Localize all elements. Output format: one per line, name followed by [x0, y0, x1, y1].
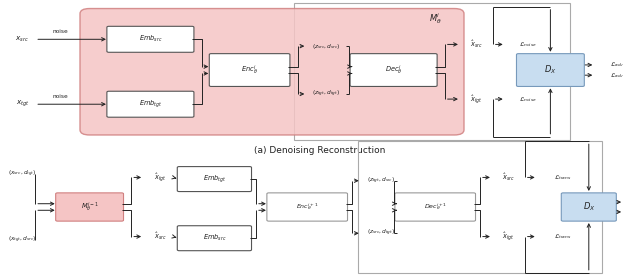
Text: $M_{\theta}^{i-1}$: $M_{\theta}^{i-1}$: [81, 200, 99, 214]
Text: $(x_{tgt}, d_{src})$: $(x_{tgt}, d_{src})$: [8, 235, 36, 245]
Text: $x_{tgt}$: $x_{tgt}$: [15, 99, 29, 110]
Text: $\hat{x}_{tgt}$: $\hat{x}_{tgt}$: [154, 171, 166, 184]
Text: $Dec_{\theta}^{i}$: $Dec_{\theta}^{i}$: [385, 63, 403, 77]
Text: $Enc_{\theta}^{i+1}$: $Enc_{\theta}^{i+1}$: [296, 201, 319, 213]
FancyBboxPatch shape: [395, 193, 476, 221]
Text: $D_X$: $D_X$: [582, 201, 595, 213]
Text: noise: noise: [53, 29, 68, 34]
FancyBboxPatch shape: [209, 54, 290, 86]
Text: $\hat{x}_{src}$: $\hat{x}_{src}$: [502, 172, 515, 183]
Text: $\mathcal{L}_{adv}$: $\mathcal{L}_{adv}$: [611, 60, 625, 69]
Text: $Emb_{tgt}$: $Emb_{tgt}$: [203, 173, 226, 185]
FancyBboxPatch shape: [350, 54, 437, 86]
FancyBboxPatch shape: [267, 193, 348, 221]
Text: $\mathcal{L}_{adv}$: $\mathcal{L}_{adv}$: [639, 208, 640, 216]
Text: $\hat{x}_{src}$: $\hat{x}_{src}$: [470, 39, 483, 50]
Text: $\mathcal{L}_{trans}$: $\mathcal{L}_{trans}$: [554, 232, 572, 241]
Text: $\mathcal{L}_{adv}$: $\mathcal{L}_{adv}$: [639, 198, 640, 206]
Text: $Emb_{src}$: $Emb_{src}$: [203, 233, 226, 243]
FancyBboxPatch shape: [56, 193, 124, 221]
FancyBboxPatch shape: [107, 91, 194, 117]
FancyBboxPatch shape: [80, 9, 464, 135]
Bar: [358, 141, 602, 273]
Text: $\mathcal{L}_{adv}$: $\mathcal{L}_{adv}$: [611, 71, 625, 80]
Text: $\hat{x}_{src}$: $\hat{x}_{src}$: [154, 231, 166, 242]
Text: $\hat{x}_{tgt}$: $\hat{x}_{tgt}$: [502, 230, 515, 243]
Text: $(z_{tgt}, d_{tgt})$: $(z_{tgt}, d_{tgt})$: [312, 89, 340, 99]
Text: $\mathcal{L}_{noise}$: $\mathcal{L}_{noise}$: [519, 95, 537, 104]
Text: $(z_{tgt}, d_{src})$: $(z_{tgt}, d_{src})$: [367, 176, 395, 186]
Text: $(z_{src}, d_{src})$: $(z_{src}, d_{src})$: [312, 42, 340, 51]
Text: $\hat{x}_{tgt}$: $\hat{x}_{tgt}$: [470, 93, 483, 105]
Text: $D_X$: $D_X$: [544, 64, 557, 76]
Text: noise: noise: [53, 94, 68, 99]
FancyBboxPatch shape: [177, 226, 252, 251]
Text: $M_{\theta}^{i}$: $M_{\theta}^{i}$: [429, 11, 442, 26]
FancyBboxPatch shape: [107, 26, 194, 52]
Text: (a) Denoising Reconstruction: (a) Denoising Reconstruction: [254, 146, 386, 155]
Text: $\mathcal{L}_{noise}$: $\mathcal{L}_{noise}$: [519, 40, 537, 49]
Text: $Emb_{tgt}$: $Emb_{tgt}$: [139, 99, 162, 110]
Text: $(z_{src}, d_{tgt})$: $(z_{src}, d_{tgt})$: [367, 228, 395, 238]
Text: $\mathcal{L}_{trans}$: $\mathcal{L}_{trans}$: [554, 173, 572, 182]
FancyBboxPatch shape: [516, 54, 584, 86]
Text: $Emb_{src}$: $Emb_{src}$: [139, 34, 162, 44]
Text: $Dec_{\theta}^{i+1}$: $Dec_{\theta}^{i+1}$: [424, 201, 447, 213]
Text: $Enc_{\theta}^{i}$: $Enc_{\theta}^{i}$: [241, 63, 258, 77]
Text: $x_{src}$: $x_{src}$: [15, 35, 29, 44]
FancyBboxPatch shape: [177, 167, 252, 192]
Text: $(x_{src}, d_{tgt})$: $(x_{src}, d_{tgt})$: [8, 169, 36, 179]
FancyBboxPatch shape: [561, 193, 616, 221]
Bar: [294, 3, 570, 140]
